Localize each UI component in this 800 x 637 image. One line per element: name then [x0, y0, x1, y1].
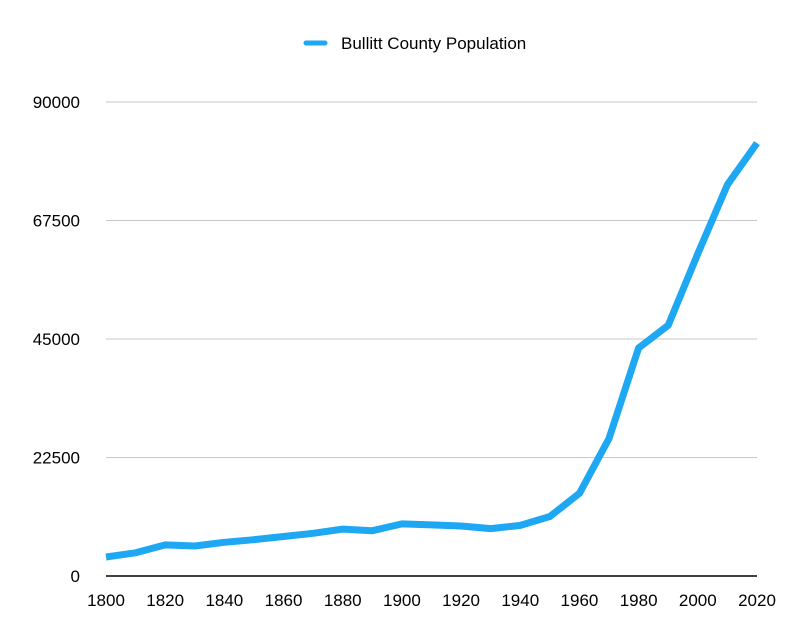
- y-tick-label: 45000: [33, 330, 80, 349]
- x-tick-label: 1800: [87, 591, 125, 610]
- x-tick-label: 1980: [620, 591, 658, 610]
- x-tick-label: 1860: [265, 591, 303, 610]
- x-tick-label: 1960: [561, 591, 599, 610]
- y-tick-label: 0: [71, 567, 80, 586]
- legend: Bullitt County Population: [303, 34, 526, 53]
- x-tick-label: 2000: [679, 591, 717, 610]
- x-tick-label: 1840: [205, 591, 243, 610]
- x-tick-label: 1900: [383, 591, 421, 610]
- x-tick-label: 1940: [501, 591, 539, 610]
- x-tick-label: 1920: [442, 591, 480, 610]
- x-tick-label: 2020: [738, 591, 776, 610]
- y-tick-label: 22500: [33, 449, 80, 468]
- x-tick-label: 1820: [146, 591, 184, 610]
- y-tick-label: 67500: [33, 212, 80, 231]
- series-line-0: [105, 141, 760, 561]
- x-axis-ticks: 1800 1820 1840 1860 1880 1900 1920 1940 1960 1980…: [87, 591, 776, 610]
- legend-label: Bullitt County Population: [341, 34, 526, 53]
- gridlines: [106, 101, 757, 458]
- x-tick-label: 1880: [324, 591, 362, 610]
- y-axis-ticks: 0 22500 45000 67500 90000: [33, 93, 80, 586]
- series-group: [105, 141, 760, 561]
- y-tick-label: 90000: [33, 93, 80, 112]
